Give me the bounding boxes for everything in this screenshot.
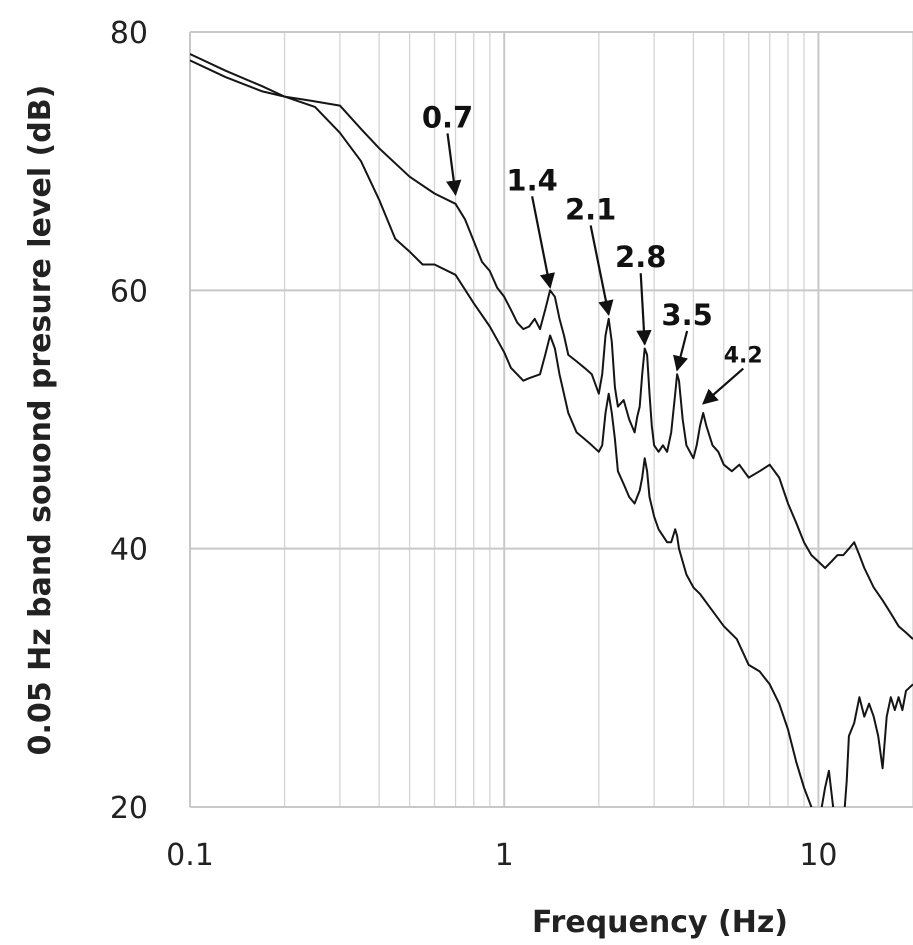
grid (189, 31, 913, 808)
y-tick-label: 60 (110, 274, 148, 309)
peak-label: 2.1 (565, 192, 616, 226)
peak-label: 4.2 (724, 344, 763, 369)
tick-labels: 0.1 1 10 20 40 60 80 (110, 16, 838, 873)
peak-arrow (673, 330, 689, 372)
peak-label: 1.4 (506, 163, 557, 197)
x-tick-label: 1 (495, 838, 514, 873)
y-tick-label: 20 (110, 791, 148, 826)
peak-arrow (702, 367, 744, 405)
peak-arrow (636, 273, 652, 346)
series-line-1 (190, 53, 913, 640)
series-line-2 (190, 59, 913, 807)
x-axis-title: Frequency (Hz) (532, 905, 788, 940)
y-tick-label: 80 (110, 16, 148, 51)
x-tick-label: 0.1 (166, 838, 214, 873)
peak-label: 3.5 (661, 298, 712, 332)
peak-arrow (589, 225, 614, 316)
peak-label: 0.7 (422, 100, 473, 134)
peak-arrow (531, 196, 555, 289)
y-tick-label: 40 (110, 533, 148, 568)
peak-annotations: 0.7 1.42.1 2.8 3.5 4.2 (422, 100, 763, 405)
x-tick-label: 10 (799, 838, 837, 873)
y-axis-title: 0.05 Hz band souond presure level (dB) (23, 85, 58, 756)
peak-arrow (446, 133, 462, 196)
series-layer (190, 53, 913, 807)
peak-label: 2.8 (615, 240, 666, 274)
